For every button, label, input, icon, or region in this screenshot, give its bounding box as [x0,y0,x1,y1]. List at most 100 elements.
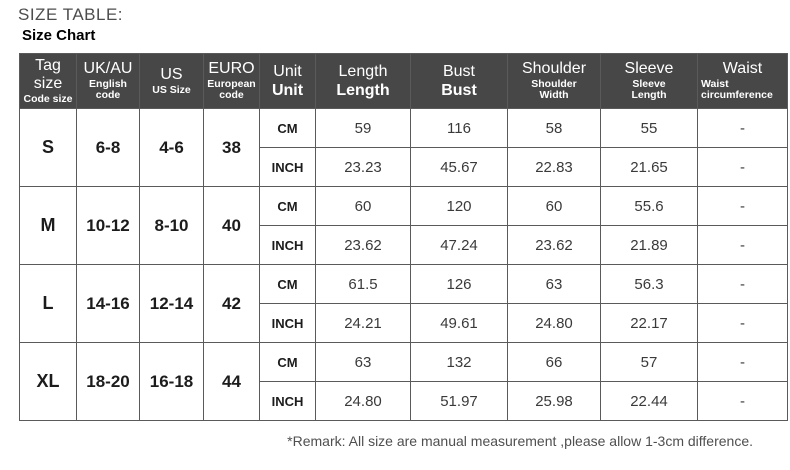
bust-value: 47.24 [410,225,508,265]
unit-cell: INCH [259,225,316,265]
unit-cell: INCH [259,381,316,421]
length-value: 63 [315,342,411,382]
bust-value: 49.61 [410,303,508,343]
length-value: 59 [315,108,411,148]
ukau-code-cell: 10-12 [76,186,140,265]
size-code-cell: S [19,108,77,187]
bust-value: 51.97 [410,381,508,421]
header-top-label: Sleeve [624,59,674,77]
header-unit: Unit Unit [259,53,316,109]
header-shoulder: Shoulder Shoulder Width [507,53,601,109]
header-uk-au: UK/AU English code [76,53,140,109]
header-sub-label: English code [89,77,127,102]
euro-code-cell: 38 [203,108,260,187]
length-value: 23.62 [315,225,411,265]
header-euro: EURO European code [203,53,260,109]
table-row-s-inch: INCH 23.23 45.67 22.83 21.65 - [20,147,788,187]
table-row-l-inch: INCH 24.21 49.61 24.80 22.17 - [20,303,788,343]
sleeve-value: 21.65 [600,147,698,187]
bust-value: 120 [410,186,508,226]
shoulder-value: 25.98 [507,381,601,421]
header-us: US US Size [139,53,204,109]
sleeve-value: 22.44 [600,381,698,421]
header-top-label: Waist [722,59,763,77]
bust-value: 116 [410,108,508,148]
table-row-xl-cm: XL 18-20 16-18 44 CM 63 132 66 57 - [19,342,788,421]
header-top-label: Length [338,62,388,80]
header-row: Tag size Code size UK/AU English code US… [19,53,788,109]
header-sub-label: Waist circumference [701,77,773,102]
waist-value: - [697,108,788,148]
waist-value: - [697,264,788,304]
size-chart-table: Tag size Code size UK/AU English code US… [19,53,788,421]
us-code-cell: 4-6 [139,108,204,187]
size-code-cell: L [19,264,77,343]
euro-code-cell: 42 [203,264,260,343]
length-value: 23.23 [315,147,411,187]
shoulder-value: 58 [507,108,601,148]
header-length: Length Length [315,53,411,109]
header-waist: Waist Waist circumference [697,53,788,109]
sleeve-value: 57 [600,342,698,382]
unit-cell: INCH [259,147,316,187]
waist-value: - [697,147,788,187]
header-top-label: US [160,65,183,83]
sleeve-value: 56.3 [600,264,698,304]
sleeve-value: 55.6 [600,186,698,226]
header-sleeve: Sleeve Sleeve Length [600,53,698,109]
waist-value: - [697,303,788,343]
unit-cell: CM [259,186,316,226]
length-value: 24.80 [315,381,411,421]
header-top-label: EURO [208,59,255,77]
table-row-s-cm: S 6-8 4-6 38 CM 59 116 58 55 - [19,108,788,187]
sleeve-value: 22.17 [600,303,698,343]
bust-value: 45.67 [410,147,508,187]
header-top-label: UK/AU [83,59,133,77]
sleeve-value: 55 [600,108,698,148]
shoulder-value: 66 [507,342,601,382]
header-bust: Bust Bust [410,53,508,109]
header-sub-label: Sleeve Length [631,77,667,102]
waist-value: - [697,381,788,421]
us-code-cell: 12-14 [139,264,204,343]
table-row-xl-inch: INCH 24.80 51.97 25.98 22.44 - [20,381,788,421]
unit-cell: CM [259,342,316,382]
header-sub-label: Length [336,81,390,99]
header-sub-label: Code size [23,92,73,105]
header-sub-label: Bust [441,81,477,99]
us-code-cell: 16-18 [139,342,204,421]
shoulder-value: 24.80 [507,303,601,343]
length-value: 24.21 [315,303,411,343]
table-row-m-cm: M 10-12 8-10 40 CM 60 120 60 55.6 - [19,186,788,265]
header-sub-label: Unit [271,81,304,99]
header-tag-size: Tag size Code size [19,53,77,109]
header-top-label: Unit [273,62,302,80]
euro-code-cell: 40 [203,186,260,265]
shoulder-value: 60 [507,186,601,226]
remark-note: *Remark: All size are manual measurement… [287,433,753,449]
header-sub-label: US Size [152,83,191,96]
shoulder-value: 23.62 [507,225,601,265]
bust-value: 126 [410,264,508,304]
header-top-label: Bust [442,62,475,80]
page-subtitle: Size Chart [22,27,96,44]
unit-cell: CM [259,108,316,148]
header-top-label: Tag size [33,56,63,92]
shoulder-value: 63 [507,264,601,304]
euro-code-cell: 44 [203,342,260,421]
us-code-cell: 8-10 [139,186,204,265]
size-code-cell: XL [19,342,77,421]
shoulder-value: 22.83 [507,147,601,187]
header-sub-label: European code [207,77,256,102]
length-value: 61.5 [315,264,411,304]
waist-value: - [697,225,788,265]
page-title: SIZE TABLE: [18,5,124,24]
sleeve-value: 21.89 [600,225,698,265]
ukau-code-cell: 6-8 [76,108,140,187]
table-row-l-cm: L 14-16 12-14 42 CM 61.5 126 63 56.3 - [19,264,788,343]
size-code-cell: M [19,186,77,265]
length-value: 60 [315,186,411,226]
unit-cell: INCH [259,303,316,343]
waist-value: - [697,186,788,226]
